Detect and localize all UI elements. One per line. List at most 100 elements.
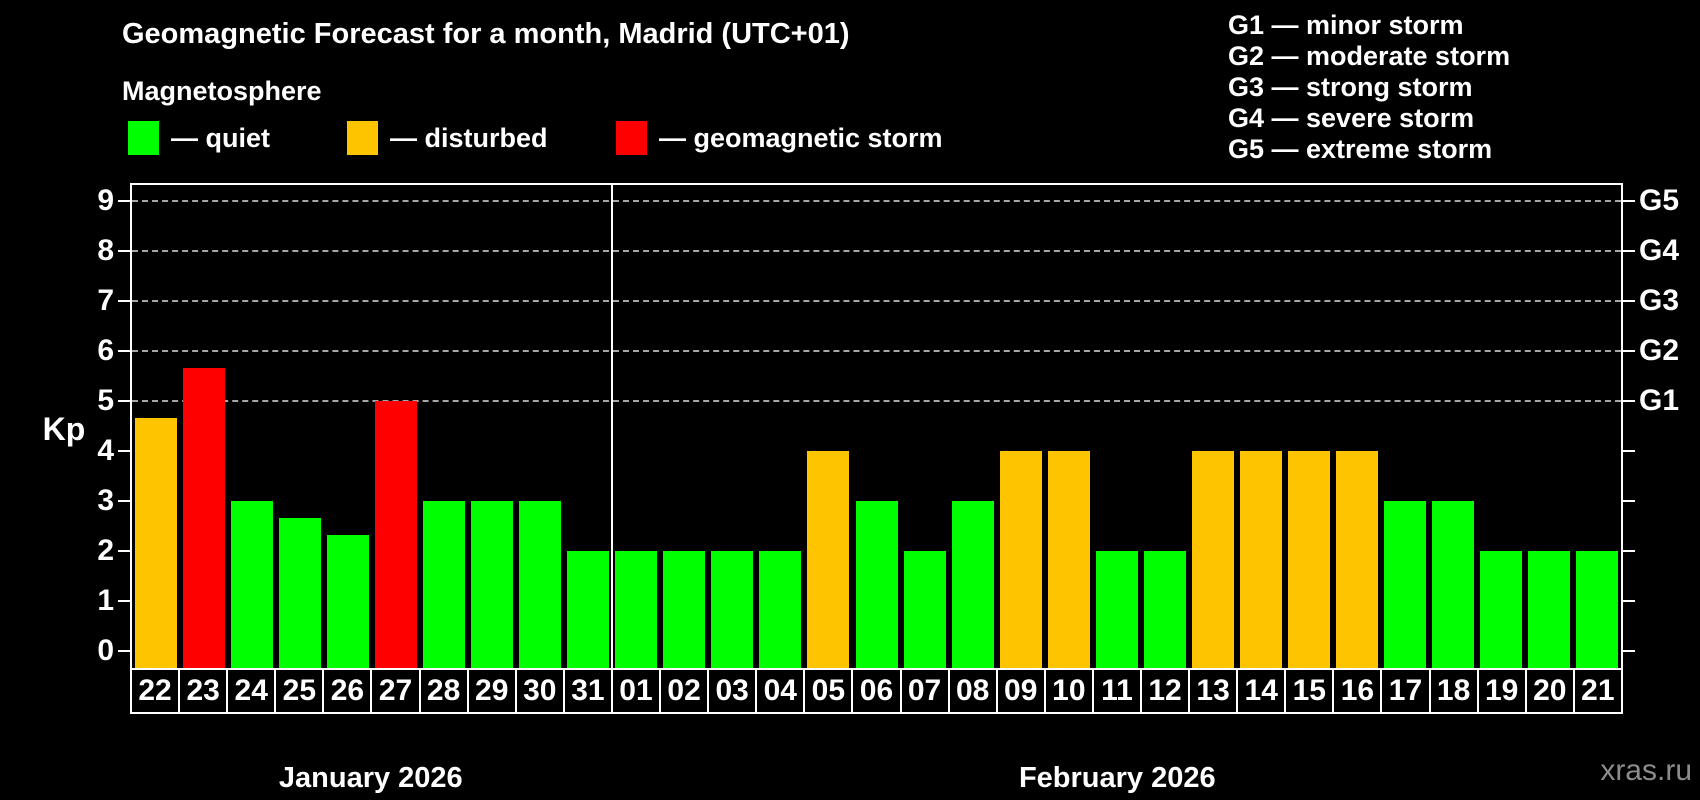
day-label: 15 bbox=[1284, 670, 1332, 712]
day-label: 09 bbox=[995, 670, 1044, 712]
y-tick-label: 0 bbox=[97, 634, 114, 667]
y-tick-label: 3 bbox=[97, 484, 114, 517]
month-label: February 2026 bbox=[1018, 762, 1216, 794]
day-label: 27 bbox=[370, 670, 418, 712]
kp-bar bbox=[1143, 551, 1186, 668]
day-label-row: 22 23 24 25 26 27 28 29 30 31 01 02 03 04 05 06 07 08 09 10… bbox=[130, 668, 1623, 714]
quiet-swatch-icon bbox=[128, 121, 159, 155]
legend-item-quiet: — quiet bbox=[128, 120, 270, 156]
kp-bar bbox=[759, 551, 802, 668]
day-label: 01 bbox=[610, 670, 659, 712]
legend-label-storm: — geomagnetic storm bbox=[659, 122, 943, 153]
day-label: 02 bbox=[659, 670, 707, 712]
y-axis-tick-left bbox=[118, 550, 130, 552]
day-label: 26 bbox=[322, 670, 370, 712]
day-label: 23 bbox=[178, 670, 226, 712]
y-axis-tick-right bbox=[1623, 400, 1635, 402]
day-label: 25 bbox=[274, 670, 322, 712]
y-axis-tick-left bbox=[118, 250, 130, 252]
kp-bar bbox=[951, 501, 994, 668]
kp-bar bbox=[807, 451, 850, 668]
plot-area bbox=[130, 183, 1623, 668]
day-label: 10 bbox=[1043, 670, 1092, 712]
g-scale-line: G5 — extreme storm bbox=[1228, 134, 1493, 164]
g-scale-line: G4 — severe storm bbox=[1228, 103, 1475, 133]
y-axis-tick-right bbox=[1623, 450, 1635, 452]
y-axis-tick-left bbox=[118, 300, 130, 302]
day-label: 17 bbox=[1380, 670, 1428, 712]
gridline-kp5 bbox=[132, 400, 1621, 402]
y-axis-tick-right bbox=[1623, 550, 1635, 552]
day-label: 13 bbox=[1188, 670, 1236, 712]
kp-bar bbox=[663, 551, 706, 668]
kp-bar bbox=[711, 551, 754, 668]
day-label: 19 bbox=[1476, 670, 1525, 712]
y-axis-tick-left bbox=[118, 350, 130, 352]
kp-bar bbox=[1047, 451, 1090, 668]
day-label: 03 bbox=[707, 670, 755, 712]
kp-bar bbox=[1095, 551, 1138, 668]
kp-bar bbox=[1287, 451, 1330, 668]
g-tick-label: G2 bbox=[1639, 334, 1680, 367]
y-axis-tick-left bbox=[118, 200, 130, 202]
g-scale-line: G1 — minor storm bbox=[1228, 10, 1464, 40]
kp-bar bbox=[183, 367, 226, 668]
day-label: 24 bbox=[226, 670, 274, 712]
day-label: 20 bbox=[1524, 670, 1573, 712]
y-tick-label: 6 bbox=[97, 334, 114, 367]
y-tick-label: 7 bbox=[97, 284, 114, 317]
legend-label-quiet: — quiet bbox=[171, 122, 270, 153]
kp-bar bbox=[1479, 551, 1522, 668]
day-label: 04 bbox=[755, 670, 803, 712]
day-label: 08 bbox=[947, 670, 996, 712]
kp-bar bbox=[855, 501, 898, 668]
day-label: 30 bbox=[514, 670, 563, 712]
kp-bar bbox=[1431, 501, 1474, 668]
kp-bar bbox=[615, 551, 658, 668]
y-axis-tick-right bbox=[1623, 650, 1635, 652]
y-tick-label: 9 bbox=[97, 184, 114, 217]
day-label: 18 bbox=[1428, 670, 1477, 712]
day-label: 12 bbox=[1139, 670, 1188, 712]
kp-bar bbox=[1239, 451, 1282, 668]
kp-bar bbox=[279, 517, 322, 668]
y-axis-title: Kp bbox=[42, 411, 86, 447]
day-label: 22 bbox=[138, 674, 172, 707]
disturbed-swatch-icon bbox=[347, 121, 378, 155]
kp-bar bbox=[135, 417, 178, 668]
day-label: 11 bbox=[1091, 670, 1140, 712]
gridline-kp6 bbox=[132, 350, 1621, 352]
gridline-kp7 bbox=[132, 300, 1621, 302]
day-label: 31 bbox=[562, 670, 611, 712]
y-axis-tick-left bbox=[118, 650, 130, 652]
kp-bar bbox=[423, 501, 466, 668]
y-tick-label: 1 bbox=[97, 584, 114, 617]
g-tick-label: G1 bbox=[1639, 384, 1680, 417]
day-label: 07 bbox=[899, 670, 948, 712]
day-label: 06 bbox=[851, 670, 899, 712]
page-title: Geomagnetic Forecast for a month, Madrid… bbox=[122, 18, 850, 50]
kp-bar bbox=[903, 551, 946, 668]
y-axis-tick-left bbox=[118, 450, 130, 452]
y-axis-tick-left bbox=[118, 500, 130, 502]
g-scale-legend: G1 — minor storm G2 — moderate storm G3 … bbox=[1228, 10, 1510, 165]
y-axis-tick-right bbox=[1623, 350, 1635, 352]
y-axis-tick-right bbox=[1623, 300, 1635, 302]
storm-swatch-icon bbox=[616, 121, 647, 155]
kp-bar bbox=[1335, 451, 1378, 668]
month-divider bbox=[611, 185, 614, 668]
y-axis-tick-right bbox=[1623, 200, 1635, 202]
kp-bar bbox=[1575, 551, 1618, 668]
y-axis-tick-left bbox=[118, 600, 130, 602]
legend-item-disturbed: — disturbed bbox=[347, 120, 548, 156]
y-tick-label: 2 bbox=[97, 534, 114, 567]
kp-bar bbox=[231, 501, 274, 668]
kp-bar bbox=[1527, 551, 1570, 668]
month-label: January 2026 bbox=[278, 762, 463, 794]
y-axis-tick-right bbox=[1623, 250, 1635, 252]
kp-bar bbox=[1383, 501, 1426, 668]
kp-bar bbox=[327, 534, 370, 668]
kp-bar bbox=[567, 551, 610, 668]
kp-bar bbox=[375, 401, 418, 668]
